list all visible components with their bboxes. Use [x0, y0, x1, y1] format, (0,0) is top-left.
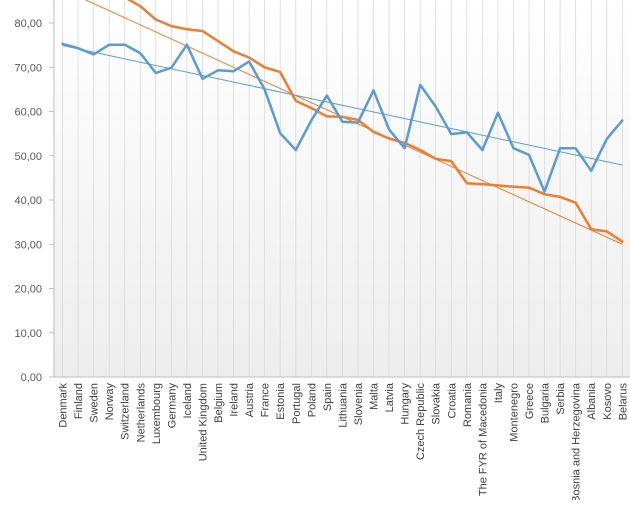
x-tick-label: Austria [244, 382, 256, 417]
y-tick-label: 20,00 [14, 284, 42, 296]
x-tick-label: Lithuania [337, 382, 349, 428]
x-tick-label: Finland [73, 383, 85, 419]
x-tick-label: France [260, 383, 272, 417]
x-tick-label: Kosovo [602, 383, 614, 420]
x-tick-label: Serbia [555, 382, 567, 415]
y-axis: 0,00 10,00 20,00 30,00 40,00 50,00 60,00 70,00 8… [14, 0, 54, 384]
x-tick-label: Bosnia and Herzegovina [571, 382, 583, 500]
x-tick-label: Belarus [617, 383, 629, 421]
y-tick-label: 10,00 [14, 328, 42, 340]
x-tick-label: Italy [493, 383, 505, 404]
x-tick-label: Croatia [446, 382, 458, 418]
x-tick-label: United Kingdom [197, 383, 209, 461]
x-tick-label: Netherlands [135, 383, 147, 443]
x-tick-label: Estonia [275, 382, 287, 420]
x-tick-label: Ireland [229, 383, 241, 417]
x-tick-label: Norway [104, 383, 116, 421]
x-tick-label: Iceland [182, 383, 194, 418]
x-tick-label: Greece [524, 383, 536, 419]
x-tick-label: Slovenia [353, 382, 365, 425]
y-tick-label: 80,00 [14, 18, 42, 30]
x-tick-label: Belgium [213, 383, 225, 423]
y-tick-label: 50,00 [14, 151, 42, 163]
x-tick-label: Poland [306, 383, 318, 417]
x-tick-label: Denmark [58, 383, 70, 428]
x-tick-label: Germany [166, 383, 178, 429]
x-tick-label: Hungary [400, 383, 412, 425]
x-tick-label: Latvia [384, 382, 396, 412]
x-tick-label: Albania [586, 382, 598, 420]
y-tick-label: 30,00 [14, 239, 42, 251]
y-tick-label: 0,00 [21, 372, 42, 384]
y-tick-label: 60,00 [14, 107, 42, 119]
y-tick-label: 40,00 [14, 195, 42, 207]
x-tick-label: Switzerland [120, 383, 132, 440]
x-tick-label: Bulgaria [540, 382, 552, 423]
x-tick-label: Slovakia [431, 382, 443, 424]
x-tick-label: Romania [462, 382, 474, 427]
x-tick-label: Malta [369, 382, 381, 410]
x-tick-label: Sweden [89, 383, 101, 423]
x-tick-label: Montenegro [508, 383, 520, 442]
x-tick-label: The FYR of Macedonia [477, 382, 489, 496]
x-tick-label: Spain [322, 383, 334, 411]
y-tick-label: 70,00 [14, 62, 42, 74]
x-tick-label: Portugal [291, 383, 303, 424]
x-tick-label: Czech Republic [415, 383, 427, 461]
x-tick-label: Luxembourg [151, 383, 163, 444]
